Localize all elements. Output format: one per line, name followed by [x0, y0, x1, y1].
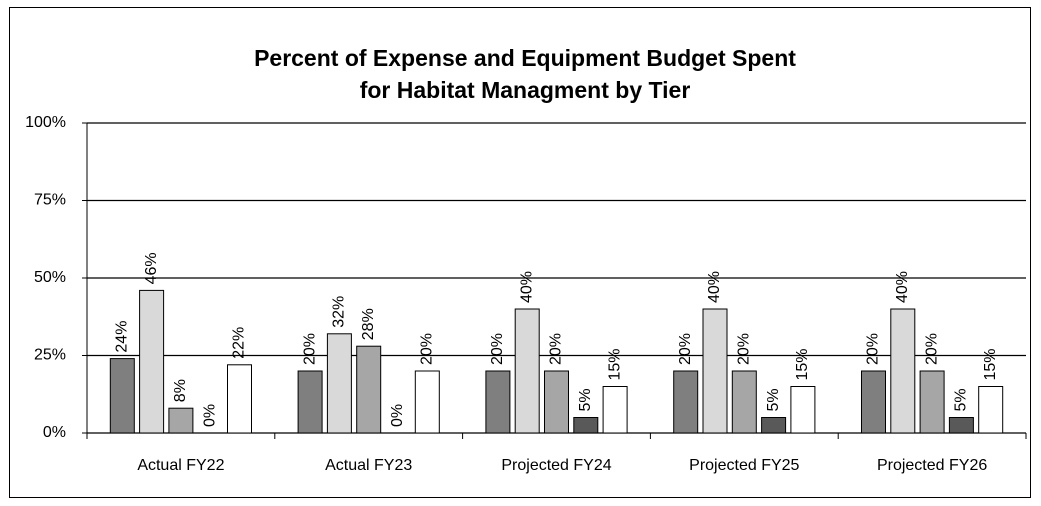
y-tick-label: 25%	[34, 347, 66, 364]
bar	[919, 370, 945, 434]
data-label: 28%	[360, 308, 377, 340]
bar	[168, 407, 194, 434]
data-label: 15%	[794, 348, 811, 380]
bar	[890, 308, 916, 434]
data-label: 24%	[114, 321, 131, 353]
bar	[790, 386, 816, 434]
data-label: 20%	[923, 333, 940, 365]
data-label: 5%	[765, 388, 782, 411]
bar	[227, 364, 252, 434]
data-label: 32%	[331, 296, 348, 328]
bar	[861, 370, 886, 434]
data-label: 5%	[577, 388, 594, 411]
data-label: 40%	[894, 271, 911, 303]
chart-title: for Habitat Managment by Tier	[360, 77, 691, 103]
data-label: 20%	[865, 333, 882, 365]
data-label: 20%	[301, 333, 318, 365]
bar	[948, 417, 974, 434]
data-label: 0%	[201, 404, 218, 427]
data-label: 40%	[706, 271, 723, 303]
bar	[356, 345, 382, 434]
bar	[297, 370, 323, 434]
bar	[673, 370, 699, 434]
bar	[602, 386, 628, 434]
bar	[731, 370, 757, 434]
bar	[139, 289, 165, 434]
data-label: 20%	[677, 333, 694, 365]
data-label: 0%	[389, 404, 406, 427]
bar	[544, 370, 569, 434]
y-tick-label: 75%	[34, 192, 66, 209]
x-tick-label: Actual FY23	[325, 457, 412, 474]
x-tick-label: Projected FY24	[501, 457, 611, 474]
bar	[326, 333, 352, 434]
bar	[485, 370, 511, 434]
y-tick-label: 50%	[34, 269, 66, 286]
bar	[702, 308, 728, 434]
y-tick-label: 100%	[25, 114, 66, 131]
x-tick-label: Projected FY26	[877, 457, 987, 474]
data-label: 15%	[982, 348, 999, 380]
x-tick-label: Actual FY22	[137, 457, 224, 474]
bar	[978, 386, 1004, 434]
chart-title: Percent of Expense and Equipment Budget …	[254, 45, 796, 71]
data-label: 20%	[548, 333, 565, 365]
data-label: 20%	[736, 333, 753, 365]
data-label: 46%	[143, 252, 160, 284]
data-label: 8%	[172, 379, 189, 402]
data-label: 20%	[489, 333, 506, 365]
data-label: 40%	[518, 271, 535, 303]
data-label: 5%	[953, 388, 970, 411]
bar	[761, 417, 787, 434]
data-label: 20%	[419, 333, 436, 365]
bar	[573, 417, 599, 434]
bar	[109, 358, 135, 434]
y-tick-label: 0%	[43, 424, 66, 441]
x-tick-label: Projected FY25	[689, 457, 799, 474]
bar	[514, 308, 540, 434]
bar	[414, 370, 440, 434]
data-label: 22%	[231, 327, 248, 359]
data-label: 15%	[606, 348, 623, 380]
